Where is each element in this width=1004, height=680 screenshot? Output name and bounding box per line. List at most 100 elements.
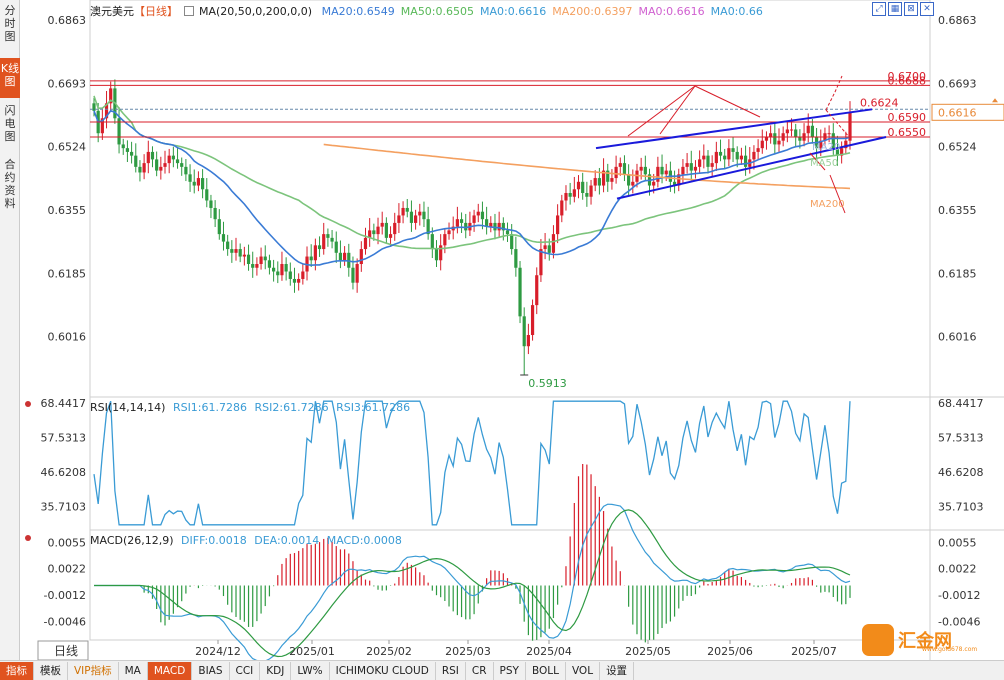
candle-body — [606, 170, 610, 182]
candle-body — [585, 193, 589, 197]
close-box-icon[interactable]: ⊠ — [904, 2, 918, 16]
toolbar-btn-0[interactable]: 指标 — [0, 661, 34, 680]
ma-settings-icon[interactable] — [183, 6, 194, 16]
candle-body — [835, 148, 840, 156]
candle-body — [368, 230, 372, 238]
toolbar-btn-12[interactable]: PSY — [494, 661, 526, 680]
rsi-tick-right-3: 35.7103 — [938, 501, 984, 514]
candle-body — [631, 181, 635, 186]
tab-k-line-chart[interactable]: K线图 — [0, 58, 20, 98]
month-label-0: 2024/12 — [195, 645, 241, 658]
price-tick-right-5: 0.6016 — [938, 331, 977, 344]
candle-body — [664, 170, 668, 175]
candle-body — [259, 256, 263, 265]
candle-body — [702, 155, 706, 160]
rsi2-value: RSI2:61.7286 — [254, 401, 329, 414]
tab-contract-info[interactable]: 合约资料 — [4, 158, 16, 210]
candle-body — [459, 219, 464, 223]
candle-body — [414, 215, 418, 223]
candle-body — [576, 181, 581, 190]
toolbar-btn-10[interactable]: RSI — [436, 661, 466, 680]
price-tick-left-2: 0.6524 — [48, 141, 87, 154]
candle-body — [246, 254, 251, 265]
candle-body — [330, 237, 334, 242]
candle-body — [564, 193, 568, 201]
candle-body — [426, 219, 430, 235]
toolbar-btn-9[interactable]: ICHIMOKU CLOUD — [330, 661, 436, 680]
month-label-1: 2025/01 — [289, 645, 335, 658]
candles-group — [92, 79, 852, 375]
candle-body — [163, 163, 167, 167]
ma-value-4: MA0:0.6616 — [638, 5, 705, 18]
candle-body — [464, 222, 468, 231]
chart-header: 澳元美元【日线】 MA(20,50,0,200,0,0) MA20:0.6549… — [90, 3, 763, 19]
chart-area[interactable]: 0.6863 0.6863 0.6693 0.6693 0.6524 0.6524 0.63… — [20, 0, 1004, 662]
month-label-5: 2025/05 — [625, 645, 671, 658]
analysis-arrow-2 — [694, 85, 761, 118]
candle-body — [363, 237, 368, 250]
toolbar-btn-2[interactable]: VIP指标 — [68, 661, 119, 680]
candle-body — [351, 267, 355, 283]
toolbar-btn-15[interactable]: 设置 — [600, 661, 635, 680]
candle-body — [773, 133, 777, 145]
candle-body — [731, 148, 735, 152]
ma-value-0: MA20:0.6549 — [321, 5, 395, 18]
candle-body — [618, 163, 622, 167]
tab-flash-chart[interactable]: 闪电图 — [4, 104, 16, 143]
toolbar-btn-4[interactable]: MACD — [147, 661, 193, 680]
candle-body — [209, 200, 213, 208]
toolbar-btn-14[interactable]: VOL — [566, 661, 601, 680]
candle-body — [272, 267, 276, 272]
toolbar-btn-13[interactable]: BOLL — [526, 661, 566, 680]
toolbar-btn-6[interactable]: CCI — [230, 661, 261, 680]
toolbar-btn-3[interactable]: MA — [119, 661, 148, 680]
symbol-name: 澳元美元 — [90, 5, 134, 18]
candle-body — [455, 219, 459, 227]
macd-dea-line — [94, 509, 851, 658]
candle-body — [485, 219, 489, 227]
candle-body — [301, 271, 305, 279]
toolbar-btn-5[interactable]: BIAS — [192, 661, 230, 680]
toolbar-btn-7[interactable]: KDJ — [260, 661, 292, 680]
candle-body — [568, 193, 572, 197]
candle-body — [756, 148, 760, 152]
candle-body — [175, 159, 180, 164]
rsi-dot-icon — [25, 401, 31, 407]
candle-body — [764, 136, 769, 141]
rsi-tick-right-2: 46.6208 — [938, 466, 984, 479]
rsi-tick-left-2: 46.6208 — [41, 466, 87, 479]
macd-tick-left-3: -0.0046 — [44, 615, 86, 628]
chart-canvas[interactable]: 0.6863 0.6863 0.6693 0.6693 0.6524 0.6524 0.63… — [20, 0, 1004, 662]
candle-body — [518, 267, 522, 317]
grid-icon[interactable]: ▦ — [888, 2, 902, 16]
price-tick-left-4: 0.6185 — [48, 267, 87, 280]
candle-body — [372, 230, 376, 235]
price-tick-right-3: 0.6355 — [938, 204, 977, 217]
candle-body — [685, 163, 689, 167]
toolbar-btn-11[interactable]: CR — [466, 661, 494, 680]
ma50-line — [93, 95, 851, 250]
toolbar-btn-8[interactable]: LW% — [291, 661, 330, 680]
candle-body — [819, 140, 823, 149]
candle-body — [510, 234, 514, 250]
candle-body — [322, 234, 326, 250]
toolbar-btn-1[interactable]: 模板 — [34, 661, 68, 680]
close-icon[interactable]: ✕ — [920, 2, 934, 16]
expand-icon[interactable]: ⤢ — [872, 2, 886, 16]
price-6624-label: 0.6624 — [860, 96, 899, 109]
candle-body — [309, 256, 313, 261]
trend-upper-line — [595, 108, 873, 150]
candle-body — [723, 155, 727, 160]
candle-body — [230, 249, 234, 253]
macd-header: MACD(26,12,9) DIFF:0.0018 DEA:0.0014 MAC… — [90, 534, 402, 547]
candle-body — [192, 181, 196, 186]
candle-body — [706, 155, 710, 167]
candle-body — [522, 316, 526, 347]
ma-value-2: MA0:0.6616 — [480, 5, 547, 18]
candle-body — [752, 151, 756, 160]
candle-body — [297, 278, 301, 283]
candle-body — [180, 163, 184, 167]
candle-body — [539, 249, 543, 276]
candle-body — [217, 219, 221, 235]
tab-time-chart[interactable]: 分时图 — [4, 4, 16, 43]
